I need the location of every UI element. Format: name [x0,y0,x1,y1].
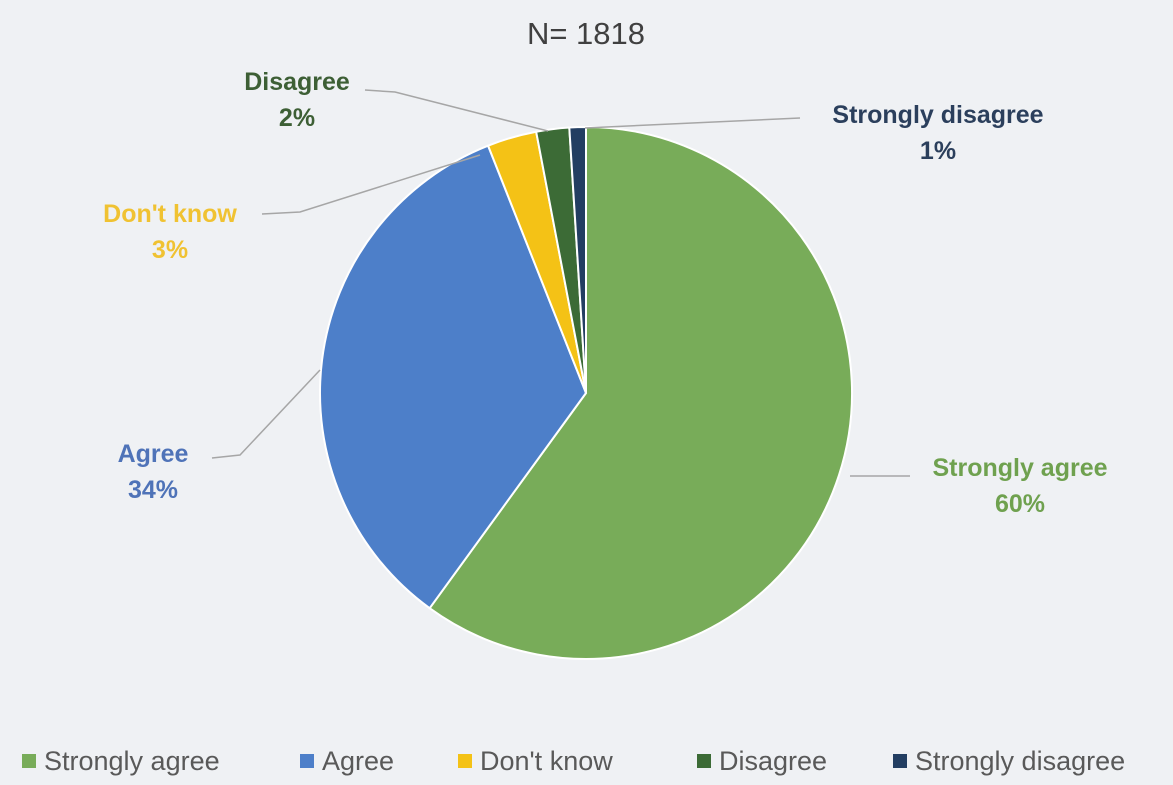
legend-label-strongly-agree: Strongly agree [44,746,220,776]
legend-label-disagree: Disagree [719,746,827,776]
data-label-value-don-t-know: 3% [152,236,188,264]
pie-slice-agree [319,144,588,610]
legend-swatch-agree [300,754,314,768]
pie-slices [319,125,853,660]
data-label-name-disagree: Disagree [244,68,350,96]
legend-item-strongly-agree: Strongly agree [22,746,220,776]
data-label-name-agree: Agree [118,440,189,468]
chart-title: N= 1818 [527,16,645,51]
legend-swatch-don-t-know [458,754,472,768]
pie-slice-strongly-agree [428,125,853,660]
legend-label-agree: Agree [322,746,394,776]
data-label-name-strongly-agree: Strongly agree [932,454,1107,482]
data-labels: Strongly agree 60% Agree 34% Don't know 3% Dis… [103,68,1107,518]
legend-item-agree: Agree [300,746,394,776]
legend: Strongly agree Agree Don't know Disagree Str… [22,746,1125,776]
leader-line-don-t-know [261,154,481,215]
legend-item-strongly-disagree: Strongly disagree [893,746,1125,776]
pie-slice-strongly-disagree [568,125,587,394]
legend-label-don-t-know: Don't know [480,746,613,776]
data-label-name-strongly-disagree: Strongly disagree [832,101,1043,129]
data-label-value-strongly-disagree: 1% [920,137,956,165]
legend-label-strongly-disagree: Strongly disagree [915,746,1125,776]
data-label-name-don-t-know: Don't know [103,200,237,228]
leader-line-strongly-disagree [584,117,801,129]
legend-swatch-disagree [697,754,711,768]
legend-swatch-strongly-agree [22,754,36,768]
data-label-value-disagree: 2% [279,104,315,132]
legend-item-don-t-know: Don't know [458,746,613,776]
legend-swatch-strongly-disagree [893,754,907,768]
data-label-value-strongly-agree: 60% [995,490,1045,518]
legend-item-disagree: Disagree [697,746,827,776]
leader-line-disagree [364,89,549,132]
leader-lines [211,89,910,477]
leader-line-agree [211,369,321,459]
data-label-value-agree: 34% [128,476,178,504]
